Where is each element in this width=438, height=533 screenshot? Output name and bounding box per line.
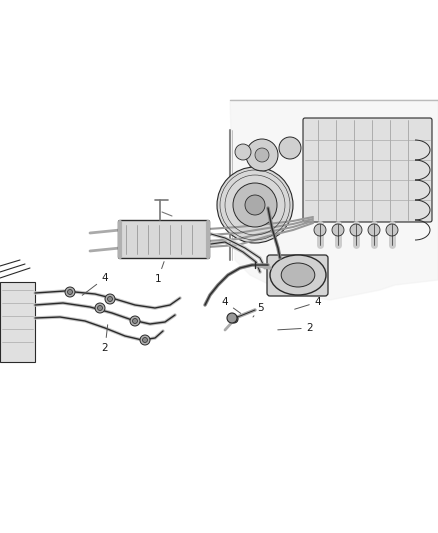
FancyBboxPatch shape xyxy=(267,255,328,296)
Circle shape xyxy=(107,296,113,302)
Text: 5: 5 xyxy=(253,303,263,317)
Circle shape xyxy=(67,289,73,295)
Circle shape xyxy=(350,224,362,236)
FancyBboxPatch shape xyxy=(0,282,35,362)
Circle shape xyxy=(233,183,277,227)
Circle shape xyxy=(140,335,150,345)
Text: 4: 4 xyxy=(295,297,321,309)
Text: 2: 2 xyxy=(278,323,313,333)
Text: 4: 4 xyxy=(222,297,241,313)
FancyBboxPatch shape xyxy=(303,118,432,222)
Ellipse shape xyxy=(281,263,315,287)
Circle shape xyxy=(235,144,251,160)
Text: 2: 2 xyxy=(102,325,108,353)
FancyBboxPatch shape xyxy=(119,221,209,259)
Circle shape xyxy=(98,305,102,311)
Circle shape xyxy=(314,224,326,236)
Circle shape xyxy=(245,195,265,215)
Circle shape xyxy=(133,319,138,324)
Circle shape xyxy=(227,313,237,323)
Circle shape xyxy=(105,294,115,304)
Circle shape xyxy=(130,316,140,326)
Text: 1: 1 xyxy=(155,262,164,284)
Circle shape xyxy=(332,224,344,236)
Circle shape xyxy=(217,167,293,243)
Circle shape xyxy=(255,148,269,162)
Polygon shape xyxy=(230,100,438,300)
Circle shape xyxy=(230,315,238,323)
Circle shape xyxy=(65,287,75,297)
Circle shape xyxy=(386,224,398,236)
Circle shape xyxy=(142,337,148,343)
Circle shape xyxy=(279,137,301,159)
Circle shape xyxy=(95,303,105,313)
Circle shape xyxy=(246,139,278,171)
Ellipse shape xyxy=(270,255,326,295)
Circle shape xyxy=(368,224,380,236)
Text: 4: 4 xyxy=(82,273,108,295)
